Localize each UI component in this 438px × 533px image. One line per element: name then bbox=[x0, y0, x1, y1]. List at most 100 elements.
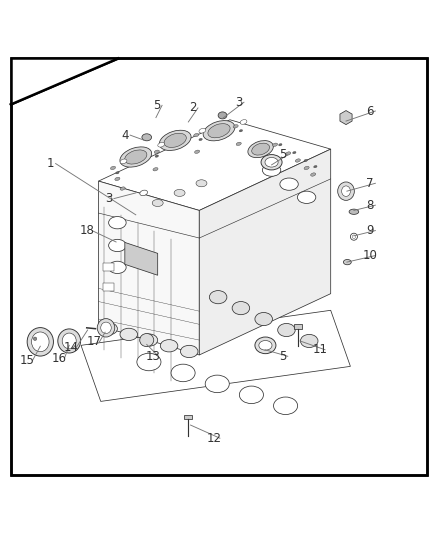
Ellipse shape bbox=[196, 180, 207, 187]
Ellipse shape bbox=[125, 150, 147, 164]
Ellipse shape bbox=[352, 235, 356, 238]
Ellipse shape bbox=[109, 216, 126, 229]
Ellipse shape bbox=[58, 329, 81, 353]
Bar bbox=[103, 263, 114, 271]
Ellipse shape bbox=[137, 353, 161, 371]
Ellipse shape bbox=[262, 164, 281, 176]
Ellipse shape bbox=[120, 159, 127, 164]
Text: 14: 14 bbox=[64, 341, 78, 354]
Text: 10: 10 bbox=[363, 249, 378, 262]
Text: 9: 9 bbox=[366, 224, 374, 237]
Ellipse shape bbox=[154, 150, 159, 154]
Ellipse shape bbox=[120, 147, 152, 167]
Ellipse shape bbox=[116, 172, 119, 174]
Ellipse shape bbox=[174, 189, 185, 197]
Ellipse shape bbox=[140, 334, 154, 346]
Ellipse shape bbox=[252, 143, 269, 155]
Ellipse shape bbox=[349, 209, 359, 214]
Ellipse shape bbox=[203, 120, 235, 141]
Ellipse shape bbox=[110, 166, 116, 169]
Ellipse shape bbox=[350, 233, 357, 240]
Ellipse shape bbox=[255, 337, 276, 354]
Ellipse shape bbox=[109, 261, 126, 273]
Text: 18: 18 bbox=[79, 224, 94, 237]
Ellipse shape bbox=[115, 177, 120, 181]
Text: 16: 16 bbox=[52, 352, 67, 365]
Ellipse shape bbox=[27, 328, 53, 356]
Bar bbox=[184, 415, 192, 419]
Ellipse shape bbox=[279, 143, 282, 146]
Ellipse shape bbox=[338, 182, 354, 200]
Text: 2: 2 bbox=[189, 101, 197, 115]
Ellipse shape bbox=[248, 141, 273, 158]
Ellipse shape bbox=[101, 322, 111, 334]
Text: 3: 3 bbox=[105, 192, 112, 205]
Ellipse shape bbox=[343, 260, 351, 265]
Text: 13: 13 bbox=[146, 350, 161, 363]
Ellipse shape bbox=[155, 155, 159, 157]
Ellipse shape bbox=[304, 166, 309, 169]
Ellipse shape bbox=[233, 125, 238, 128]
Ellipse shape bbox=[158, 142, 165, 147]
Ellipse shape bbox=[140, 334, 158, 346]
Ellipse shape bbox=[236, 142, 241, 146]
Ellipse shape bbox=[278, 324, 295, 336]
Polygon shape bbox=[99, 120, 331, 211]
Ellipse shape bbox=[259, 341, 272, 350]
Text: 5: 5 bbox=[153, 99, 160, 112]
Text: 8: 8 bbox=[367, 199, 374, 212]
Ellipse shape bbox=[159, 130, 191, 150]
Ellipse shape bbox=[97, 319, 115, 337]
Ellipse shape bbox=[265, 157, 278, 167]
Text: 4: 4 bbox=[121, 128, 129, 142]
Ellipse shape bbox=[300, 334, 318, 348]
Ellipse shape bbox=[194, 150, 200, 154]
Text: 15: 15 bbox=[20, 354, 35, 367]
Polygon shape bbox=[11, 59, 118, 104]
Ellipse shape bbox=[232, 302, 250, 314]
Ellipse shape bbox=[293, 151, 296, 154]
Ellipse shape bbox=[239, 130, 243, 132]
Polygon shape bbox=[125, 243, 158, 275]
Ellipse shape bbox=[199, 138, 202, 141]
Ellipse shape bbox=[152, 199, 163, 206]
Text: 3: 3 bbox=[235, 96, 242, 109]
Ellipse shape bbox=[240, 386, 264, 403]
Ellipse shape bbox=[218, 112, 227, 119]
Ellipse shape bbox=[194, 133, 199, 137]
Polygon shape bbox=[199, 149, 331, 355]
Ellipse shape bbox=[240, 119, 247, 124]
Ellipse shape bbox=[109, 239, 126, 252]
Ellipse shape bbox=[33, 337, 37, 341]
Ellipse shape bbox=[164, 133, 186, 148]
Ellipse shape bbox=[199, 128, 206, 133]
Text: 5: 5 bbox=[279, 148, 286, 161]
Ellipse shape bbox=[100, 322, 117, 335]
Text: 11: 11 bbox=[312, 343, 327, 356]
Text: 1: 1 bbox=[46, 157, 54, 170]
Ellipse shape bbox=[205, 375, 230, 393]
Ellipse shape bbox=[304, 159, 307, 161]
Text: 17: 17 bbox=[87, 335, 102, 349]
Ellipse shape bbox=[171, 364, 195, 382]
Ellipse shape bbox=[153, 167, 158, 171]
Ellipse shape bbox=[142, 134, 152, 141]
Ellipse shape bbox=[261, 155, 282, 170]
Ellipse shape bbox=[255, 312, 272, 326]
Ellipse shape bbox=[208, 124, 230, 138]
Polygon shape bbox=[81, 310, 350, 401]
Bar bbox=[103, 282, 114, 290]
Text: 7: 7 bbox=[366, 177, 374, 190]
Ellipse shape bbox=[32, 332, 49, 352]
Ellipse shape bbox=[160, 340, 178, 352]
Ellipse shape bbox=[140, 190, 148, 196]
Text: 6: 6 bbox=[366, 104, 374, 117]
Ellipse shape bbox=[295, 159, 300, 162]
Ellipse shape bbox=[273, 397, 298, 415]
Ellipse shape bbox=[280, 178, 298, 190]
Polygon shape bbox=[11, 59, 118, 104]
Ellipse shape bbox=[62, 333, 76, 349]
Text: 12: 12 bbox=[207, 432, 222, 445]
Ellipse shape bbox=[209, 290, 227, 304]
Ellipse shape bbox=[272, 143, 278, 147]
